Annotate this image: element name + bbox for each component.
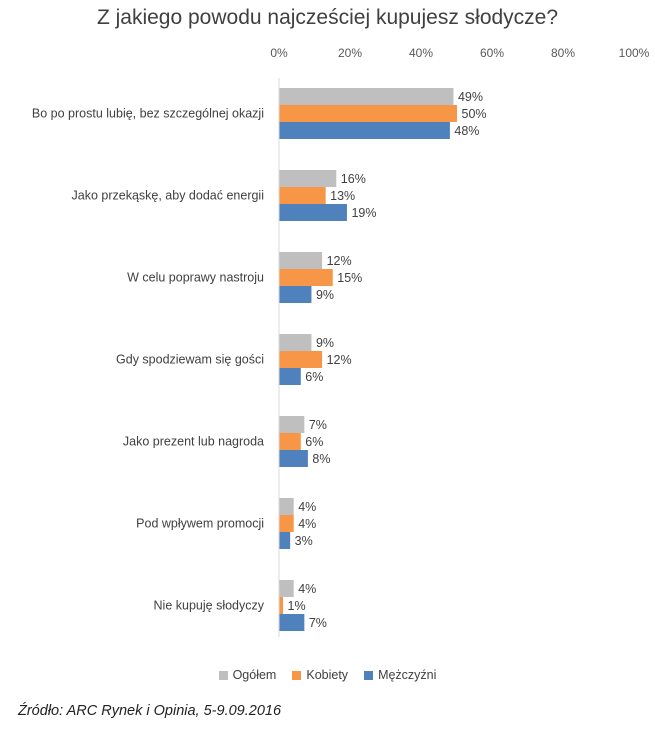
- bar-mezczyzni: [279, 450, 308, 467]
- data-label: 12%: [327, 254, 352, 268]
- data-label: 9%: [316, 288, 334, 302]
- chart-title: Z jakiego powodu najcześciej kupujesz sł…: [96, 6, 559, 29]
- legend-item-mezczyzni: Mężczyźni: [364, 668, 436, 682]
- bar-kobiety: [279, 187, 326, 204]
- bar-kobiety: [279, 269, 333, 286]
- data-label: 13%: [330, 189, 355, 203]
- legend-item-ogolem: Ogółem: [218, 668, 277, 682]
- bar-kobiety: [279, 433, 301, 450]
- source-note: Źródło: ARC Rynek i Opinia, 5-9.09.2016: [18, 703, 282, 719]
- category-label: W celu poprawy nastroju: [127, 271, 264, 285]
- bar-mezczyzni: [279, 286, 312, 303]
- bar-ogolem: [279, 252, 323, 269]
- data-label: 49%: [458, 90, 483, 104]
- legend-swatch-kobiety: [292, 670, 302, 680]
- bar-ogolem: [279, 170, 337, 187]
- data-label: 7%: [309, 616, 327, 630]
- legend-label-kobiety: Kobiety: [306, 668, 349, 682]
- category-label: Nie kupuję słodyczy: [154, 599, 265, 613]
- x-tick-label: 80%: [551, 46, 575, 60]
- legend: Ogółem Kobiety Mężczyźni: [0, 668, 655, 682]
- data-label: 4%: [298, 517, 316, 531]
- x-tick-label: 100%: [619, 46, 650, 60]
- bar-kobiety: [279, 351, 323, 368]
- category-label: Gdy spodziewam się gości: [116, 353, 264, 367]
- bar-mezczyzni: [279, 532, 291, 549]
- data-label: 48%: [454, 124, 479, 138]
- data-label: 4%: [298, 500, 316, 514]
- x-tick-label: 40%: [409, 46, 433, 60]
- bar-chart: 0% 20% 40% 60% 80% 100% Bo po prostu lubię, be…: [32, 46, 650, 637]
- data-label: 15%: [337, 271, 362, 285]
- data-label: 6%: [305, 435, 323, 449]
- category-label: Bo po prostu lubię, bez szczególnej okaz…: [32, 107, 264, 121]
- category-label: Jako prezent lub nagroda: [123, 435, 264, 449]
- data-label: 8%: [312, 452, 330, 466]
- data-label: 7%: [309, 418, 327, 432]
- data-label: 19%: [351, 206, 376, 220]
- legend-label-mezczyzni: Mężczyźni: [378, 668, 437, 682]
- data-label: 4%: [298, 582, 316, 596]
- bar-ogolem: [279, 88, 454, 105]
- legend-label-ogolem: Ogółem: [232, 668, 277, 682]
- x-tick-label: 60%: [480, 46, 504, 60]
- legend-item-kobiety: Kobiety: [292, 668, 348, 682]
- data-label: 1%: [288, 599, 306, 613]
- data-label: 50%: [462, 107, 487, 121]
- data-label: 9%: [316, 336, 334, 350]
- category-label: Jako przekąskę, aby dodać energii: [72, 189, 264, 203]
- bar-mezczyzni: [279, 368, 301, 385]
- bar-kobiety: [279, 515, 294, 532]
- bar-ogolem: [279, 498, 294, 515]
- bar-ogolem: [279, 334, 312, 351]
- data-label: 6%: [305, 370, 323, 384]
- bar-mezczyzni: [279, 122, 450, 139]
- bar-mezczyzni: [279, 614, 305, 631]
- category-label: Pod wpływem promocji: [136, 517, 264, 531]
- bar-kobiety: [279, 105, 457, 122]
- bar-mezczyzni: [279, 204, 347, 221]
- data-label: 3%: [295, 534, 313, 548]
- x-tick-label: 0%: [270, 46, 288, 60]
- bar-kobiety: [279, 597, 284, 614]
- legend-swatch-ogolem: [218, 670, 228, 680]
- data-label: 12%: [327, 353, 352, 367]
- x-tick-label: 20%: [338, 46, 362, 60]
- data-label: 16%: [341, 172, 366, 186]
- bar-ogolem: [279, 580, 294, 597]
- bar-ogolem: [279, 416, 305, 433]
- legend-swatch-mezczyzni: [364, 670, 374, 680]
